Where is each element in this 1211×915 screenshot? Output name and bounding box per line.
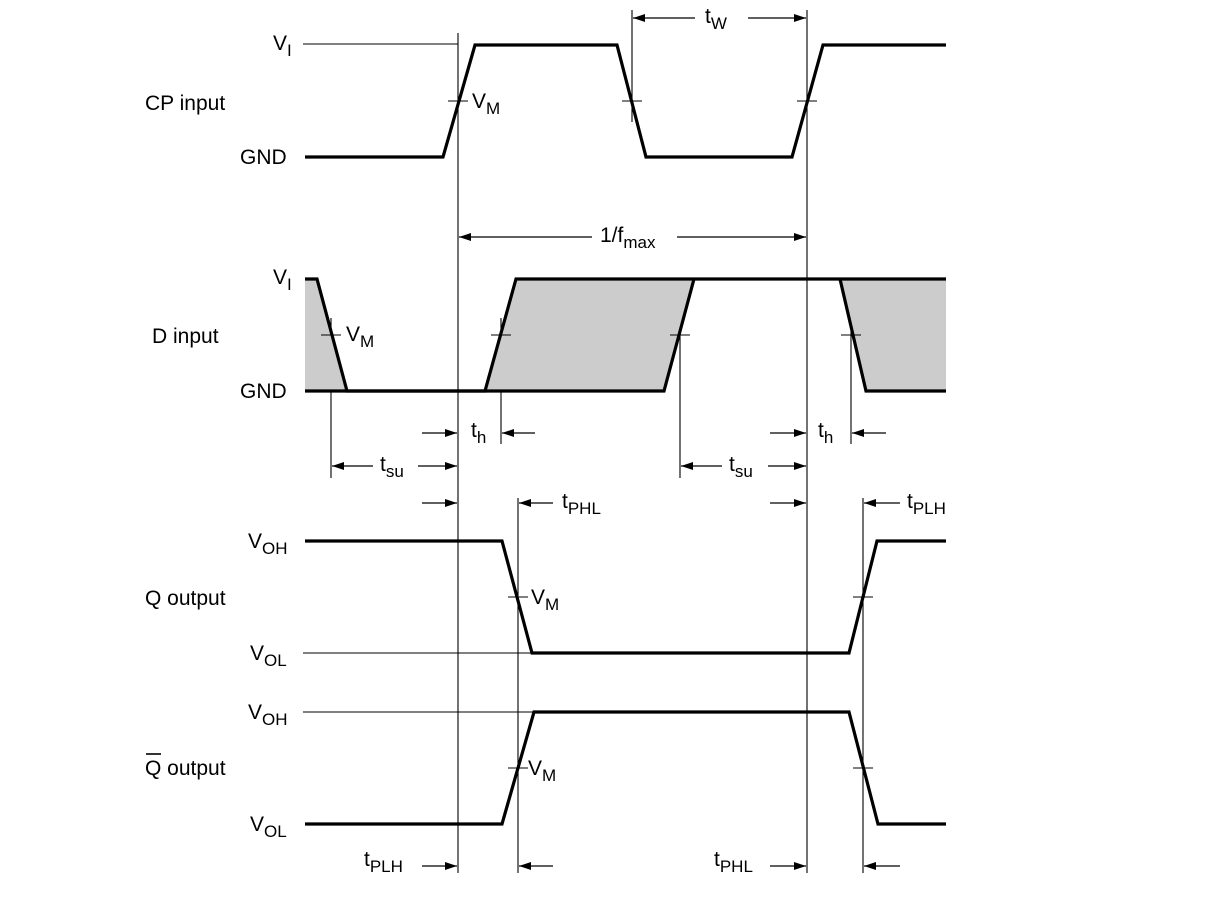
tplh-label-1: tPLH [907, 490, 946, 518]
fmax-label: 1/fmax [600, 224, 656, 252]
q-output-label: Q output [145, 587, 226, 610]
tsu-label-2: tsu [729, 453, 753, 481]
tsu-label-1: tsu [380, 453, 404, 481]
d-input-label: D input [152, 325, 219, 348]
d-vm-label: VM [346, 323, 374, 351]
q-output-waveform [305, 539, 946, 655]
d-high-level-label: VI [273, 266, 292, 294]
q-vm-label: VM [531, 586, 559, 614]
cp-high-level-label: VI [273, 32, 292, 60]
th-label-1: th [471, 419, 486, 447]
d-input-shaded-region-2 [485, 279, 694, 391]
d-low-level-label: GND [240, 380, 287, 403]
th-label-2: th [818, 419, 833, 447]
qbar-label-bar-letter: Q [145, 757, 161, 780]
d-input-shaded-region-3 [840, 279, 946, 391]
qbar-output-waveform [305, 710, 946, 826]
d-input-waveform-right-low [838, 278, 946, 393]
q-high-level-label: VOH [248, 530, 288, 558]
cp-vm-label: VM [472, 90, 500, 118]
qbar-high-level-label: VOH [248, 701, 288, 729]
q-low-level-label: VOL [250, 642, 287, 670]
qbar-low-level-label: VOL [250, 813, 287, 841]
tphl-label-2: tPHL [714, 848, 753, 876]
vm-tick-marks [321, 100, 873, 769]
cp-input-label: CP input [145, 92, 225, 115]
qbar-vm-label: VM [528, 757, 556, 785]
tplh-label-2: tPLH [364, 848, 403, 876]
tw-label: tW [705, 5, 727, 33]
qbar-output-label: Q output [145, 757, 226, 780]
qbar-label-rest: output [161, 757, 225, 780]
cp-low-level-label: GND [240, 146, 287, 169]
tphl-label-1: tPHL [562, 490, 601, 518]
